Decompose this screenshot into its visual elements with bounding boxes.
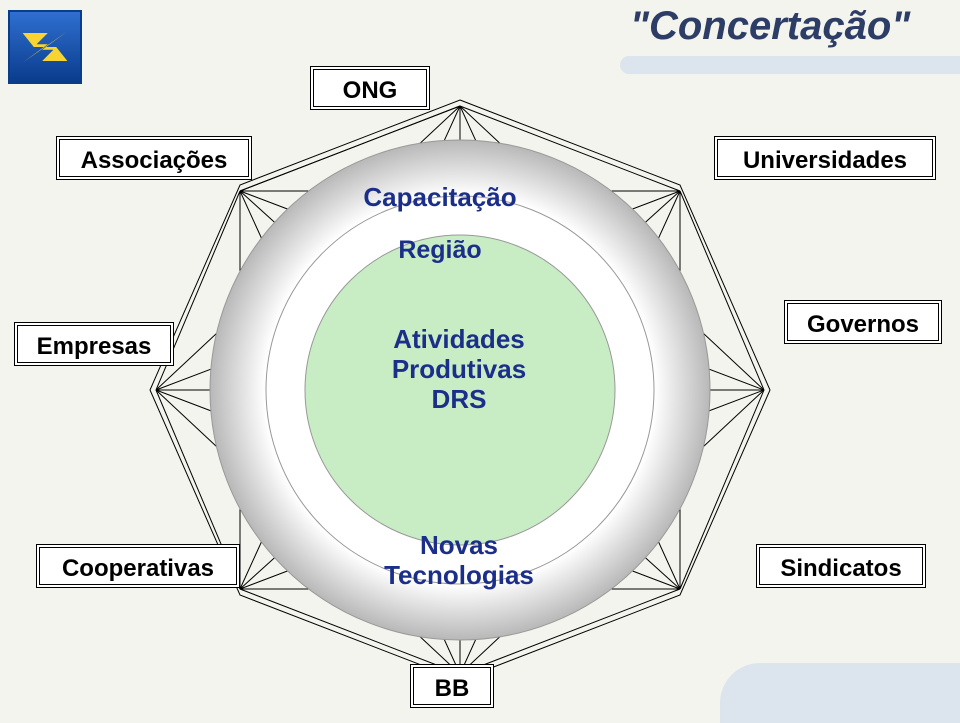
- center-label-capacitacao: Capacitação: [330, 182, 550, 213]
- center-label-tecnologias: Tecnologias: [344, 560, 574, 591]
- box-bb: BB: [410, 664, 494, 708]
- bb-logo: [8, 10, 82, 84]
- bg-accent-top: [620, 56, 960, 74]
- bb-logo-icon: [17, 19, 73, 75]
- box-empresas: Empresas: [14, 322, 174, 366]
- bg-accent-bottom: [720, 663, 960, 723]
- page-title: "Concertação": [630, 4, 910, 49]
- box-sindicatos: Sindicatos: [756, 544, 926, 588]
- center-label-regiao: Região: [360, 236, 520, 265]
- box-cooperativas: Cooperativas: [36, 544, 240, 588]
- center-label-produtivas: Produtivas: [344, 354, 574, 385]
- center-label-drs: DRS: [344, 384, 574, 415]
- center-label-atividades: Atividades: [344, 324, 574, 355]
- box-ong: ONG: [310, 66, 430, 110]
- box-associacoes: Associações: [56, 136, 252, 180]
- center-label-novas: Novas: [344, 530, 574, 561]
- box-governos: Governos: [784, 300, 942, 344]
- box-universidades: Universidades: [714, 136, 936, 180]
